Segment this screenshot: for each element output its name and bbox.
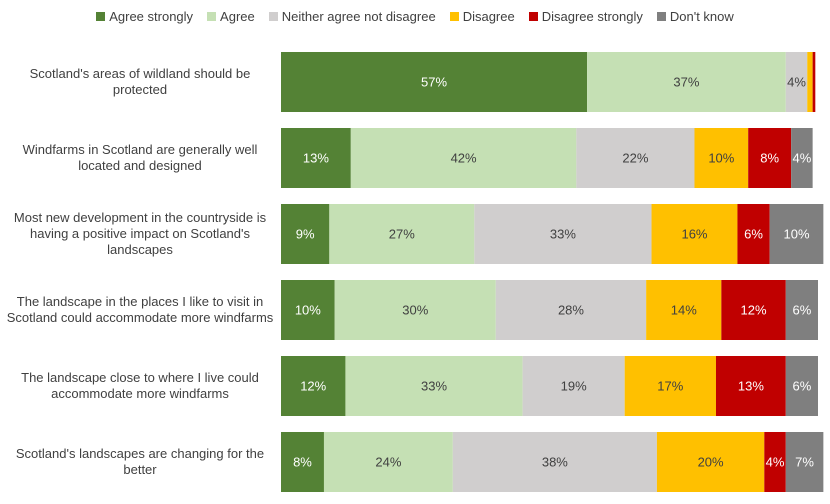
bar-segment — [452, 432, 657, 492]
bar-segment — [807, 52, 813, 112]
bar-segment — [721, 280, 786, 340]
data-label: 10% — [295, 302, 321, 317]
data-label: 4% — [766, 454, 785, 469]
legend-label: Don't know — [669, 9, 734, 24]
bar-segment — [624, 356, 716, 416]
data-label: 6% — [792, 302, 811, 317]
data-label: 33% — [550, 226, 576, 241]
bar-segment — [785, 432, 824, 492]
bar-segment — [350, 128, 577, 188]
data-label: 37% — [673, 74, 699, 89]
bar-segment — [715, 356, 786, 416]
legend-label: Agree — [220, 9, 255, 24]
bar-segment — [587, 52, 786, 112]
bar-segment — [694, 128, 749, 188]
bar-segment — [281, 432, 324, 492]
legend-item: Agree strongly — [96, 9, 193, 24]
bar-segment — [769, 204, 824, 264]
data-label: 10% — [708, 150, 734, 165]
data-label: 27% — [389, 226, 415, 241]
legend-label: Neither agree not disagree — [281, 9, 436, 24]
bar-segment — [329, 204, 475, 264]
legend-swatch — [268, 12, 278, 21]
legend-swatch — [528, 12, 538, 21]
bar-segment — [281, 356, 346, 416]
data-label: 4% — [787, 74, 806, 89]
bar-segment — [785, 356, 818, 416]
data-label: 17% — [657, 378, 683, 393]
bar-segment — [345, 356, 523, 416]
legend-item: Neither agree not disagree — [268, 9, 436, 24]
bar-segment — [785, 52, 808, 112]
data-label: 13% — [738, 378, 764, 393]
data-label: 33% — [421, 378, 447, 393]
legend-swatch — [207, 12, 217, 21]
category-label: The landscape in the places I like to vi… — [6, 294, 274, 325]
data-label: 28% — [558, 302, 584, 317]
bar-segment — [495, 280, 647, 340]
bar-segment — [764, 432, 786, 492]
data-label: 12% — [741, 302, 767, 317]
bar-segment — [651, 204, 738, 264]
data-label: 12% — [300, 378, 326, 393]
bar-segment — [281, 204, 330, 264]
data-label: 6% — [792, 378, 811, 393]
bar-segment — [785, 280, 818, 340]
category-label: Scotland's areas of wildland should be p… — [29, 66, 251, 97]
legend-item: Agree — [207, 9, 255, 24]
legend-label: Agree strongly — [109, 9, 194, 24]
data-label: 13% — [303, 150, 329, 165]
bar-segment — [646, 280, 722, 340]
legend: Agree strongly Agree Neither agree not dis… — [0, 9, 830, 24]
legend-label: Disagree strongly — [541, 9, 643, 24]
data-label: 9% — [296, 226, 315, 241]
bar-segment — [656, 432, 765, 492]
bar-segment — [474, 204, 652, 264]
data-label: 7% — [795, 454, 814, 469]
data-label: 8% — [293, 454, 312, 469]
bar-segment — [748, 128, 792, 188]
data-label: 38% — [542, 454, 568, 469]
bar-segment — [791, 128, 813, 188]
legend-item: Disagree strongly — [528, 9, 643, 24]
legend-item: Disagree — [449, 9, 515, 24]
data-label: 8% — [760, 150, 779, 165]
data-label: 22% — [622, 150, 648, 165]
bar-segment — [812, 52, 816, 112]
data-label: 4% — [792, 150, 811, 165]
legend-swatch — [656, 12, 666, 21]
bar-segment — [323, 432, 453, 492]
data-label: 6% — [744, 226, 763, 241]
data-label: 24% — [375, 454, 401, 469]
legend-label: Disagree — [462, 9, 515, 24]
data-label: 42% — [451, 150, 477, 165]
data-label: 16% — [681, 226, 707, 241]
bar-segment — [281, 280, 335, 340]
data-label: 10% — [784, 226, 810, 241]
bar-segment — [334, 280, 496, 340]
data-label: 20% — [698, 454, 724, 469]
bar-segment — [281, 128, 351, 188]
bar-segment — [737, 204, 770, 264]
category-label: Scotland's landscapes are changing for t… — [15, 446, 265, 477]
data-label: 57% — [421, 74, 447, 89]
legend-swatch — [96, 12, 106, 21]
data-label: 14% — [671, 302, 697, 317]
data-label: 30% — [402, 302, 428, 317]
bar-segment — [281, 52, 588, 112]
category-label: The landscape close to where I live coul… — [21, 370, 259, 401]
category-label: Most new development in the countryside … — [13, 210, 267, 257]
bar-segment — [576, 128, 695, 188]
data-label: 19% — [561, 378, 587, 393]
category-label: Windfarms in Scotland are generally well… — [22, 142, 258, 173]
legend-swatch — [449, 12, 459, 21]
legend-item: Don't know — [656, 9, 734, 24]
bar-segment — [522, 356, 625, 416]
